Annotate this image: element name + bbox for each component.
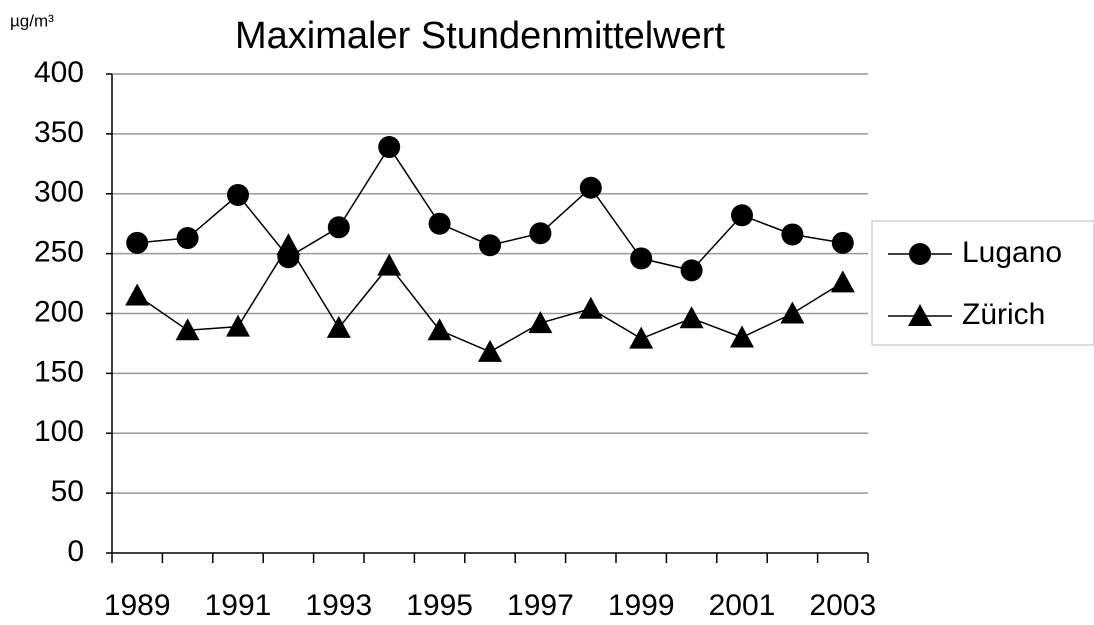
marker xyxy=(326,315,351,338)
y-tick-label: 50 xyxy=(51,475,84,508)
marker xyxy=(781,223,804,246)
y-tick-label: 200 xyxy=(34,295,84,328)
marker xyxy=(579,176,602,199)
x-tick-label: 2001 xyxy=(709,589,776,622)
marker xyxy=(629,326,654,349)
marker xyxy=(479,234,501,257)
x-tick-label: 1995 xyxy=(406,589,473,622)
x-tick-label: 1999 xyxy=(608,589,675,622)
chart-title: Maximaler Stundenmittelwert xyxy=(235,15,725,57)
marker xyxy=(478,339,502,362)
y-tick-label: 100 xyxy=(34,415,84,448)
marker xyxy=(528,311,553,334)
marker xyxy=(227,183,249,206)
marker xyxy=(276,233,301,256)
marker xyxy=(780,301,805,324)
x-tick-label: 1991 xyxy=(205,589,272,622)
marker xyxy=(428,212,451,235)
marker xyxy=(377,253,402,276)
marker xyxy=(730,325,754,348)
marker xyxy=(176,227,199,250)
y-tick-label: 350 xyxy=(34,116,84,149)
marker xyxy=(830,270,855,293)
x-tick-label: 2003 xyxy=(809,589,876,622)
marker xyxy=(126,231,149,254)
legend-marker xyxy=(908,304,932,326)
marker xyxy=(630,247,653,270)
y-tick-label: 400 xyxy=(34,56,84,89)
y-tick-label: 150 xyxy=(34,355,84,388)
legend-label: Zürich xyxy=(962,298,1045,331)
marker xyxy=(327,216,350,239)
marker xyxy=(125,283,150,306)
marker xyxy=(679,306,704,329)
marker xyxy=(731,204,753,227)
y-tick-label: 300 xyxy=(34,176,84,209)
y-axis-unit: µg/m³ xyxy=(10,11,54,30)
marker xyxy=(378,136,401,159)
marker xyxy=(427,318,452,341)
x-tick-label: 1989 xyxy=(104,589,171,622)
marker xyxy=(680,259,703,282)
x-tick-label: 1993 xyxy=(305,589,372,622)
marker xyxy=(175,318,200,341)
marker xyxy=(226,314,250,337)
marker xyxy=(529,222,552,245)
y-tick-label: 0 xyxy=(67,535,84,568)
y-tick-label: 250 xyxy=(34,236,84,269)
marker xyxy=(578,296,603,319)
x-tick-label: 1997 xyxy=(507,589,574,622)
legend-label: Lugano xyxy=(962,236,1062,269)
marker xyxy=(831,231,854,254)
legend-marker xyxy=(909,243,931,265)
